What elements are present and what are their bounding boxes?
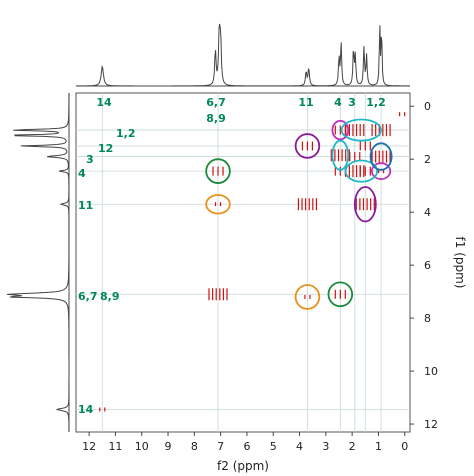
x-tick-label: 6 [243, 440, 250, 453]
top-1d-spectrum [76, 23, 410, 87]
left-peak-label: 4 [78, 167, 86, 180]
x-tick-label: 4 [296, 440, 303, 453]
annotation-ellipse [294, 284, 321, 310]
y-tick-label: 8 [424, 312, 431, 325]
cross-peak [371, 150, 391, 163]
plot-frame [75, 92, 411, 433]
annotation-circles [205, 118, 393, 310]
x-tick-label: 12 [82, 440, 96, 453]
annotation-ellipse [327, 281, 354, 308]
top-peak-label: 11 [298, 96, 313, 109]
top-peak-label: 14 [96, 96, 112, 109]
y-axis-label: f1 (ppm) [453, 237, 467, 289]
y-tick-label: 12 [424, 418, 438, 431]
x-tick-label: 0 [401, 440, 408, 453]
x-tick-label: 9 [165, 440, 172, 453]
x-tick-label: 10 [135, 440, 149, 453]
cross-peak [334, 289, 346, 299]
top-peak-label: 1,2 [366, 96, 386, 109]
annotation-ellipse [205, 158, 231, 184]
x-tick-label: 3 [322, 440, 329, 453]
annotation-ellipse [344, 159, 379, 183]
cross-peak [304, 294, 311, 299]
annotation-ellipse [294, 133, 321, 159]
y-tick-label: 4 [424, 206, 431, 219]
left-peak-labels: 1,212 34 11 6,7 8,9 14 [78, 127, 136, 416]
x-axis-label: f2 (ppm) [217, 459, 269, 473]
left-peak-label: 12 [98, 142, 113, 155]
left-peak-label: 3 [86, 153, 94, 166]
left-peak-label: 14 [78, 403, 94, 416]
y-tick-label: 6 [424, 259, 431, 272]
left-peak-label: 11 [78, 199, 93, 212]
x-tick-label: 8 [191, 440, 198, 453]
y-axis-ticks: 0 2 4 6 8 10 12 [410, 100, 438, 431]
annotation-ellipse [205, 194, 231, 215]
x-tick-label: 7 [217, 440, 224, 453]
y-tick-label: 10 [424, 365, 438, 378]
left-peak-label: 8,9 [100, 290, 120, 303]
left-1d-spectrum [6, 93, 70, 432]
x-tick-label: 11 [108, 440, 122, 453]
y-tick-label: 2 [424, 153, 431, 166]
cross-peak [212, 166, 224, 176]
cross-peak [208, 288, 228, 301]
annotation-ellipse [370, 162, 392, 180]
top-peak-label: 4 [334, 96, 342, 109]
cross-peak [359, 166, 371, 176]
x-tick-label: 5 [270, 440, 277, 453]
top-peak-label: 6,7 [206, 96, 226, 109]
top-peak-label: 8,9 [206, 112, 226, 125]
annotation-ellipse [331, 119, 350, 141]
cross-peaks [99, 112, 406, 412]
top-peak-label: 3 [348, 96, 356, 109]
cross-peak [330, 149, 350, 162]
top-peak-labels: 14 6,7 8,9 11 4 3 1,2 [96, 96, 385, 125]
cross-peak [359, 141, 371, 151]
left-peak-label: 1,2 [116, 127, 136, 140]
x-axis-ticks: 12 11 10 9 8 7 6 5 4 3 2 1 0 [82, 432, 408, 453]
cross-peak [349, 152, 361, 162]
x-tick-label: 2 [349, 440, 356, 453]
top-spectrum-trace [76, 23, 410, 87]
x-tick-label: 1 [375, 440, 382, 453]
cross-peak [371, 124, 391, 137]
annotation-ellipse [340, 118, 382, 142]
annotation-ellipse [369, 142, 393, 171]
cross-peak [99, 407, 106, 412]
left-peak-label: 6,7 [78, 290, 98, 303]
cross-peak [355, 198, 375, 211]
annotation-ellipse [331, 139, 350, 171]
cross-peak [297, 198, 318, 211]
cross-peak [214, 202, 222, 207]
annotation-ellipse [353, 186, 377, 223]
cross-peak [399, 112, 406, 117]
y-tick-label: 0 [424, 100, 431, 113]
cross-peak [301, 141, 314, 151]
left-spectrum-trace [6, 93, 70, 432]
cross-peak [345, 124, 365, 137]
